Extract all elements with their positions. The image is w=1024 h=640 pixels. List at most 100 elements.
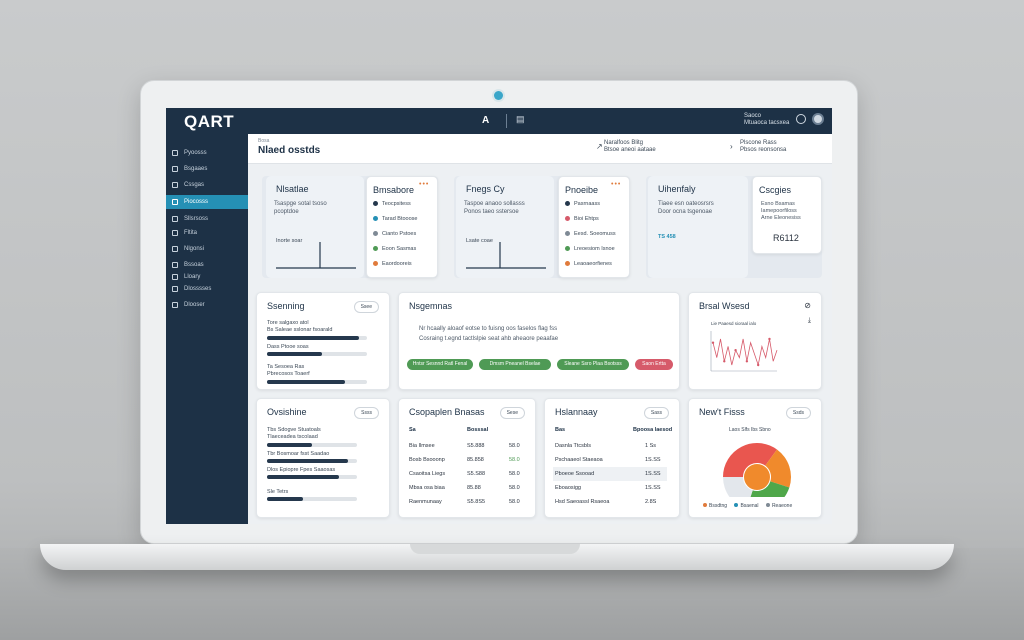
arrow-icon: ↗ xyxy=(596,142,603,151)
sparkline-chart xyxy=(276,242,356,269)
list-item[interactable]: Eesd. Soeomuss xyxy=(565,231,616,237)
company-card[interactable]: Csopaplen Bnasas Sese Sa Bosssal Bia Ilms… xyxy=(398,398,536,518)
axis-label: Inorte soar xyxy=(276,238,303,244)
view-button[interactable]: Sese xyxy=(499,407,525,419)
document-icon[interactable]: ▤ xyxy=(516,114,525,124)
sidebar-item-2[interactable]: Bsgaaes xyxy=(166,162,248,176)
row-label: Ta Sesoea Ras xyxy=(267,364,305,370)
view-button[interactable]: Ssss xyxy=(354,407,379,419)
chevron-right-icon: › xyxy=(730,142,733,151)
list-item[interactable]: Tarad Btooose xyxy=(373,216,417,222)
legend-entry: Reaeone xyxy=(771,503,793,509)
pie-chart xyxy=(723,443,791,497)
new-flows-card[interactable]: New't Fisss Ssds Laos Slfs Ibs Sbno Bssd… xyxy=(688,398,822,518)
status-badge: TS 458 xyxy=(658,234,676,240)
sidebar-item-6[interactable]: Fltita xyxy=(166,226,248,240)
row-label: Tore salgaxo atol xyxy=(267,320,309,326)
list-item[interactable]: Lreoesiom Isnoe xyxy=(565,246,615,252)
top-bar: QART A ▤ Saoco Mtuaoca tacsxea xyxy=(166,108,832,134)
suggestion-line: Nr hcaally aloaof eotse to fuisng oos fa… xyxy=(419,326,558,332)
sidebar-item-11[interactable]: Dlooser xyxy=(166,298,248,312)
table-row[interactable]: Dasnla Ttcsbls 1 Ss xyxy=(555,443,657,449)
card-body: Esno Bsamas Iamepoorfiloss Arne Eleonesi… xyxy=(761,201,801,222)
list-item[interactable]: Pasrnaass xyxy=(565,201,600,207)
sidebar-item-4[interactable]: Piocosss xyxy=(166,195,248,209)
view-button[interactable]: Sass xyxy=(643,407,669,419)
table-row[interactable]: Csaoitsa Liegs S5.S88 58.0 xyxy=(409,471,520,477)
table-row[interactable]: Hsd Saeoassl Rsaeoa 2.8S xyxy=(555,499,657,505)
progress-fill xyxy=(267,497,303,501)
sidebar-item-5[interactable]: Sllsrsoss xyxy=(166,212,248,226)
chart-title: Laos Slfs Ibs Sbno xyxy=(729,427,771,433)
font-toggle-button[interactable]: A xyxy=(482,115,490,126)
avatar[interactable] xyxy=(812,113,824,125)
app-logo[interactable]: QART xyxy=(184,112,235,131)
more-icon[interactable]: ••• xyxy=(611,181,622,188)
summary-card-1[interactable]: Nlsatlae Tsaspge sotal tsoso pcoptdoe In… xyxy=(266,176,364,278)
header-action-1[interactable]: ↗ Naralfoos Blitg Btsoe aneoi aataae xyxy=(596,140,656,154)
divider xyxy=(506,114,507,128)
list-card-2[interactable]: Pnoeibe ••• Pasrnaass Bioi Ehtps Eesd. S… xyxy=(558,176,630,278)
more-icon[interactable]: ••• xyxy=(419,181,430,188)
card-line: Ponos taeo sstersoe xyxy=(464,209,519,215)
card-title: Hslannaay xyxy=(555,407,598,417)
table-row[interactable]: Mbsa osa biaa 85.88 58.0 xyxy=(409,485,520,491)
list-item[interactable]: Teocpsitess xyxy=(373,201,411,207)
action-button-3[interactable]: Sleane Ssro Plaa Bsotsss xyxy=(557,359,629,370)
user-info[interactable]: Saoco Mtuaoca tacsxea xyxy=(744,113,789,127)
card-line: Tiaee esn oateosrsrs xyxy=(658,201,714,207)
scheduling-card[interactable]: Ssenning Ssee Tore salgaxo atol Bs Salea… xyxy=(256,292,390,390)
card-line: Tsaspge sotal tsoso xyxy=(274,201,327,207)
sidebar-item-8[interactable]: Bssoas xyxy=(166,258,248,272)
axis-label: Lsate coae xyxy=(466,238,493,244)
logout-icon xyxy=(172,302,178,308)
progress-bar xyxy=(267,443,357,447)
action-button-1[interactable]: Hntsr Sesnnd Ratl Fenal xyxy=(407,359,473,370)
list-item[interactable]: Eaordooreis xyxy=(373,261,412,267)
list-item[interactable]: Eoon Sasmas xyxy=(373,246,416,252)
summary-card-3[interactable]: Uihenfaly Tiaee esn oateosrsrs Door ocna… xyxy=(648,176,748,278)
list-item[interactable]: Leaoaeorfienes xyxy=(565,261,612,267)
trend-point xyxy=(745,360,749,363)
list-item[interactable]: Bioi Ehtps xyxy=(565,216,599,222)
trend-card[interactable]: Brsal Wsesd ⊘ ⤓ Lie Paaesd sioraal ialo xyxy=(688,292,822,390)
sidebar-item-label: Piocosss xyxy=(184,199,209,205)
table-row[interactable]: Bia Ilmsee S5.888 58.0 xyxy=(409,443,520,449)
action-button-2[interactable]: Dmsm Pneanel Bselae xyxy=(479,359,551,370)
progress-fill xyxy=(267,352,322,356)
progress-fill xyxy=(267,443,312,447)
list-item[interactable]: Cianto Pstoes xyxy=(373,231,416,237)
table-row[interactable]: Raenmunaay S5.8S5 58.0 xyxy=(409,499,520,505)
sidebar-item-label: Bsgaaes xyxy=(184,166,208,172)
card-line: Iamepoorfiloss xyxy=(761,208,797,214)
table-row[interactable]: Eboaosigg 1S.SS xyxy=(555,485,661,491)
overview-card[interactable]: Ovsishine Ssss Tbs Sdogve Stuatoals Tlae… xyxy=(256,398,390,518)
breadcrumb[interactable]: Bosa xyxy=(258,138,270,144)
sidebar-item-1[interactable]: Pyoosss xyxy=(166,146,248,160)
sidebar-item-9[interactable]: Lloary xyxy=(166,270,248,284)
trend-point xyxy=(711,341,715,344)
history-card[interactable]: Hslannaay Sass Bas Bpoosa laesod Dasnla T… xyxy=(544,398,680,518)
list-card-1[interactable]: Bmsabore ••• Teocpsitess Tarad Btooose C… xyxy=(366,176,438,278)
box-icon xyxy=(172,262,178,268)
action-button-4[interactable]: Saon Ertta xyxy=(635,359,673,370)
view-button[interactable]: Ssee xyxy=(353,301,379,313)
table-row[interactable]: Pschaaeol Staeaoa 1S.SS xyxy=(555,457,661,463)
summary-card-2[interactable]: Fnegs Cy Taspoe anaoo sollasss Ponos tae… xyxy=(456,176,554,278)
download-icon[interactable]: ⤓ xyxy=(807,317,811,324)
sidebar-item-3[interactable]: Cssgas xyxy=(166,178,248,192)
sidebar-item-10[interactable]: Dlosssses xyxy=(166,282,248,296)
chart-legend: Lie Paaesd sioraal ialo xyxy=(711,321,757,326)
table-row-selected[interactable]: Pboeoe Ssooad 1S.SS xyxy=(553,467,667,481)
suggestions-card[interactable]: Nsgemnas Nr hcaally aloaof eotse to fuis… xyxy=(398,292,680,390)
table-row[interactable]: Bosb Bsooonp 85.858 58.0 xyxy=(409,457,520,463)
pie-slice xyxy=(750,481,790,497)
value-card[interactable]: Cscgies Esno Bsamas Iamepoorfiloss Arne … xyxy=(752,176,822,254)
header-action-2[interactable]: › Plscone Rass Pbsos reonsonsa xyxy=(730,140,786,154)
search-icon[interactable] xyxy=(796,114,806,124)
view-button[interactable]: Ssds xyxy=(785,407,811,419)
sidebar-item-7[interactable]: Nlgonsi xyxy=(166,242,248,256)
grid-icon xyxy=(172,199,178,205)
sidebar-item-label: Bssoas xyxy=(184,262,204,268)
info-icon[interactable]: ⊘ xyxy=(804,301,811,310)
